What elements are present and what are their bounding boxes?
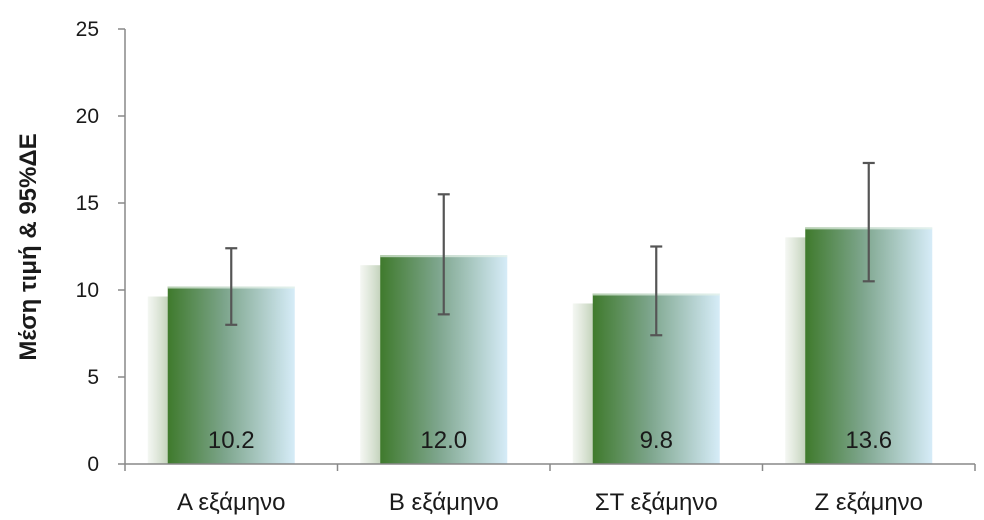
bar-shadow bbox=[147, 296, 170, 464]
y-tick-label: 10 bbox=[76, 279, 99, 302]
y-tick-label: 5 bbox=[87, 366, 99, 389]
x-category-label: Ζ εξάμηνο bbox=[814, 489, 923, 516]
bar-shadow bbox=[572, 303, 595, 464]
y-tick-label: 25 bbox=[76, 18, 99, 41]
y-tick-label: 0 bbox=[87, 453, 99, 476]
x-category-label: Β εξάμηνο bbox=[389, 489, 499, 516]
axes-layer: 0 5 10 15 20 25 bbox=[76, 18, 976, 476]
bars-layer bbox=[147, 227, 933, 464]
bar-value-label: 10.2 bbox=[208, 427, 255, 454]
bar-value-label: 12.0 bbox=[420, 427, 467, 454]
y-tick-label: 15 bbox=[76, 192, 99, 215]
y-axis-title: Μέση τιμή & 95%ΔΕ bbox=[15, 133, 42, 360]
error-bars-layer bbox=[225, 161, 875, 337]
bar-value-label: 9.8 bbox=[640, 427, 673, 454]
labels-layer: 10.2 Α εξάμηνο 12.0 Β εξάμηνο 9.8 ΣΤ εξάμηνο 1… bbox=[177, 427, 923, 516]
y-tick-label: 20 bbox=[76, 105, 99, 128]
x-category-label: ΣΤ εξάμηνο bbox=[595, 489, 718, 516]
bar-shadow bbox=[785, 237, 808, 464]
bar-value-label: 13.6 bbox=[845, 427, 892, 454]
bar-shadow bbox=[360, 265, 383, 464]
x-category-label: Α εξάμηνο bbox=[177, 489, 286, 516]
